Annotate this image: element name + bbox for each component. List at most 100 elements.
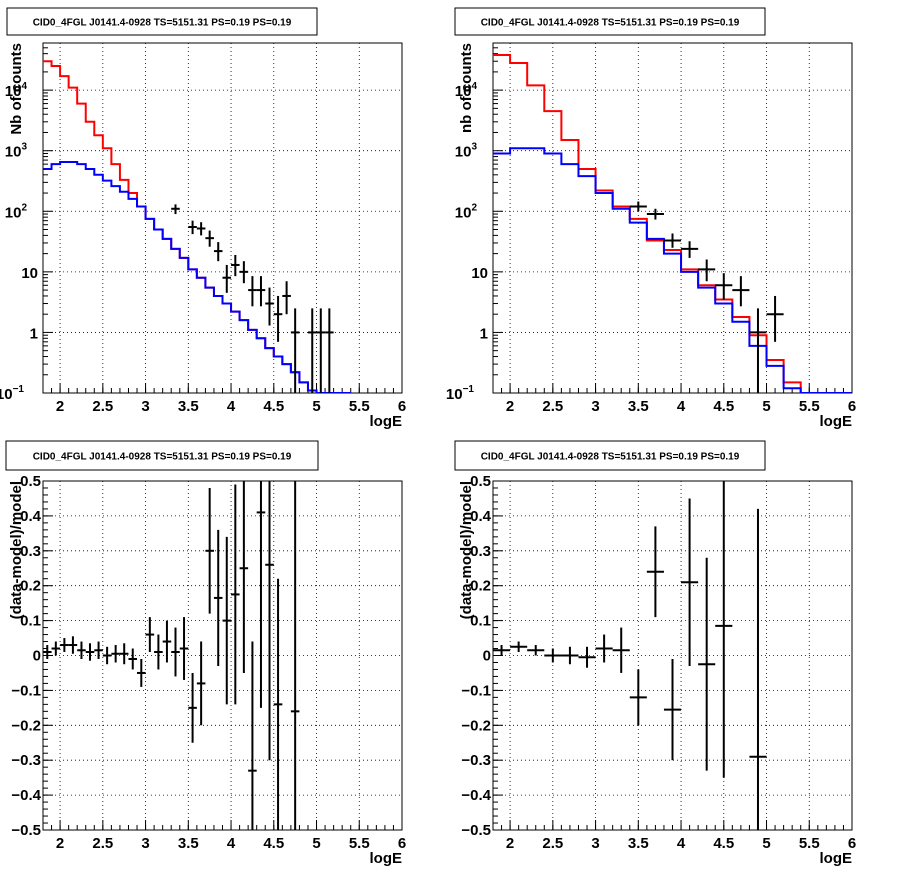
x-axis-label: logE	[820, 850, 853, 867]
x-tick-label: 3.5	[178, 835, 199, 852]
x-tick-label: 3.5	[628, 835, 649, 852]
y-tick-label: 0.5	[20, 473, 41, 490]
data-point	[595, 634, 613, 663]
x-tick-label: 6	[848, 835, 856, 852]
data-point	[629, 669, 647, 726]
data-point	[43, 645, 52, 659]
y-tick-label: −0.3	[461, 752, 491, 769]
data-point	[663, 658, 682, 761]
data-point	[188, 220, 197, 235]
data-point	[544, 648, 562, 663]
y-tick-label: 0	[483, 648, 491, 665]
x-tick-label: 4	[677, 835, 686, 852]
y-tick-label: 10−1	[446, 384, 475, 403]
data-point	[222, 536, 232, 705]
data-point	[256, 276, 266, 307]
data-point	[290, 308, 300, 393]
chart-title-box	[5, 440, 319, 471]
data-point	[94, 641, 103, 659]
data-point	[527, 645, 545, 656]
y-tick-label: 1	[30, 325, 38, 342]
data-point	[265, 287, 274, 326]
data-layer	[493, 54, 852, 393]
x-tick-label: 5.5	[349, 398, 370, 415]
y-axis-label: (data-model)/model	[8, 481, 25, 619]
x-tick-label: 6	[848, 398, 856, 415]
x-tick-label: 5.5	[799, 835, 820, 852]
data-point	[213, 242, 223, 262]
chart-title: CID0_4FGL J0141.4-0928 TS=5151.31 PS=0.1…	[481, 452, 740, 463]
data-point	[196, 222, 206, 236]
chart-title-box	[6, 7, 318, 36]
y-tick-label: 0.2	[470, 578, 491, 595]
x-tick-label: 5	[312, 398, 320, 415]
data-point	[171, 204, 180, 215]
x-tick-label: 5.5	[799, 398, 820, 415]
data-point	[698, 259, 716, 282]
data-point	[248, 276, 257, 307]
chart-title-box	[454, 7, 766, 36]
x-tick-label: 5	[762, 835, 770, 852]
data-point	[60, 638, 69, 653]
data-point	[213, 529, 223, 666]
data-point	[265, 481, 274, 761]
y-tick-label: 103	[5, 142, 28, 161]
x-tick-label: 4.5	[713, 398, 734, 415]
x-tick-label: 4.5	[263, 835, 284, 852]
y-tick-label: 102	[5, 202, 28, 221]
data-point	[205, 230, 214, 247]
x-axis-label: logE	[820, 413, 853, 430]
data-point	[663, 233, 682, 248]
y-tick-label: −0.3	[11, 752, 41, 769]
data-point	[231, 484, 240, 705]
chart-panel-4: CID0_4FGL J0141.4-0928 TS=5151.31 PS=0.1…	[454, 440, 856, 867]
y-tick-label: −0.5	[11, 822, 41, 839]
y-tick-label: 10	[471, 265, 488, 282]
y-tick-label: −0.4	[461, 787, 491, 804]
y-tick-label: 0.3	[470, 543, 491, 560]
y-tick-label: 0.4	[470, 508, 492, 525]
data-point	[561, 646, 579, 665]
plot-frame	[42, 480, 403, 831]
data-point	[732, 276, 750, 307]
data-layer	[43, 60, 351, 393]
x-tick-label: 5.5	[349, 835, 370, 852]
data-point	[239, 481, 249, 673]
data-point	[307, 308, 317, 393]
x-tick-label: 5	[312, 835, 320, 852]
y-tick-label: 104	[455, 81, 478, 100]
y-tick-label: 0	[33, 648, 41, 665]
data-point	[145, 617, 155, 653]
x-axis-label: logE	[370, 413, 403, 430]
data-point	[493, 645, 511, 656]
data-point	[239, 261, 249, 284]
x-tick-label: 3.5	[178, 398, 199, 415]
y-tick-label: 0.1	[470, 613, 491, 630]
x-tick-label: 2	[56, 835, 64, 852]
data-point	[681, 241, 699, 258]
y-tick-label: 102	[455, 202, 478, 221]
data-point	[77, 641, 86, 659]
data-point	[282, 281, 291, 315]
x-tick-label: 6	[398, 835, 406, 852]
chart-title: CID0_4FGL J0141.4-0928 TS=5151.31 PS=0.1…	[33, 452, 292, 463]
data-point	[316, 308, 326, 393]
data-point	[612, 627, 630, 673]
data-point	[196, 641, 206, 726]
data-point	[111, 645, 120, 663]
x-tick-label: 4.5	[263, 398, 284, 415]
x-tick-label: 2.5	[92, 835, 113, 852]
y-tick-label: −0.2	[461, 717, 491, 734]
data-point	[749, 308, 767, 393]
y-tick-label: 0.5	[470, 473, 491, 490]
data-point	[179, 617, 189, 680]
x-tick-label: 2.5	[92, 398, 113, 415]
data-point	[68, 636, 78, 654]
y-tick-label: 103	[455, 142, 478, 161]
chart-title-box	[454, 440, 766, 471]
data-point	[162, 620, 172, 663]
data-point	[681, 498, 699, 666]
data-point	[646, 526, 664, 618]
y-tick-label: −0.1	[11, 682, 41, 699]
y-axis-label: (data-model)/model	[458, 481, 475, 619]
